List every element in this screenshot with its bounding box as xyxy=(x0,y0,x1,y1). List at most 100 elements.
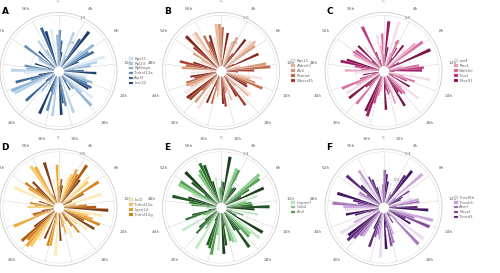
Bar xyxy=(194,211,219,249)
Bar xyxy=(62,176,90,204)
Bar xyxy=(388,209,434,222)
Bar xyxy=(388,72,404,77)
Bar xyxy=(224,40,252,68)
Bar xyxy=(62,209,100,226)
Bar xyxy=(208,35,220,67)
Bar xyxy=(198,60,217,69)
Bar xyxy=(384,212,393,246)
Bar xyxy=(224,74,249,97)
Bar xyxy=(204,210,218,221)
Bar xyxy=(224,73,248,88)
Legend: kclD, Tnfrsf12a, Lgsn14, Tnfrsf12g: kclD, Tnfrsf12a, Lgsn14, Tnfrsf12g xyxy=(128,198,154,217)
Bar xyxy=(46,75,56,91)
Bar xyxy=(368,212,382,247)
Bar xyxy=(63,208,102,217)
Bar xyxy=(212,181,220,203)
Bar xyxy=(222,75,227,107)
Bar xyxy=(60,75,70,90)
Bar xyxy=(221,181,223,203)
Bar xyxy=(62,74,92,107)
Bar xyxy=(387,43,416,68)
Bar xyxy=(63,72,86,77)
Bar xyxy=(225,209,232,212)
Bar xyxy=(214,37,220,67)
Bar xyxy=(62,50,82,68)
Bar xyxy=(222,75,232,100)
Bar xyxy=(225,73,263,90)
Bar xyxy=(214,212,220,221)
Bar xyxy=(190,73,217,88)
Bar xyxy=(58,30,61,67)
Bar xyxy=(24,182,55,205)
Bar xyxy=(46,201,54,206)
Bar xyxy=(192,52,218,69)
Bar xyxy=(224,74,236,87)
Bar xyxy=(60,75,62,82)
Bar xyxy=(226,202,252,207)
Bar xyxy=(337,192,380,206)
Bar xyxy=(57,195,58,203)
Bar xyxy=(354,66,379,70)
Bar xyxy=(198,163,219,204)
Bar xyxy=(58,186,60,203)
Bar xyxy=(60,212,63,227)
Bar xyxy=(224,74,229,81)
Bar xyxy=(386,190,401,204)
Bar xyxy=(46,65,54,69)
Legend: Rps11, Aldm52, Alv5, Rconot, Wbscr45: Rps11, Aldm52, Alv5, Rconot, Wbscr45 xyxy=(291,59,314,83)
Bar xyxy=(374,212,382,237)
Bar xyxy=(44,31,58,67)
Bar xyxy=(34,205,54,207)
Bar xyxy=(51,75,58,116)
Bar xyxy=(204,195,218,205)
Bar xyxy=(63,69,74,71)
Bar xyxy=(63,71,96,74)
Bar xyxy=(203,35,219,67)
Bar xyxy=(223,37,238,67)
Bar xyxy=(355,49,380,69)
Bar xyxy=(358,203,379,207)
Text: E: E xyxy=(164,143,170,152)
Bar xyxy=(224,210,250,238)
Bar xyxy=(60,174,73,203)
Text: C: C xyxy=(326,7,333,16)
Bar xyxy=(58,75,63,115)
Bar xyxy=(346,73,380,94)
Bar xyxy=(61,31,90,67)
Bar xyxy=(42,208,54,211)
Bar xyxy=(226,209,232,211)
Bar xyxy=(224,75,246,106)
Bar xyxy=(24,64,54,70)
Bar xyxy=(206,207,216,208)
Bar xyxy=(60,212,66,233)
Bar xyxy=(387,210,411,224)
Bar xyxy=(60,75,65,84)
Bar xyxy=(354,54,380,69)
Bar xyxy=(225,209,244,216)
Bar xyxy=(387,74,420,100)
Bar xyxy=(387,173,424,205)
Bar xyxy=(46,50,56,67)
Bar xyxy=(206,212,220,246)
Bar xyxy=(199,210,218,228)
Bar xyxy=(62,193,102,206)
Bar xyxy=(62,74,94,99)
Bar xyxy=(216,212,220,235)
Bar xyxy=(226,69,254,72)
Bar xyxy=(377,75,381,80)
Bar xyxy=(192,209,216,216)
Bar xyxy=(21,210,56,242)
Bar xyxy=(60,32,75,67)
Bar xyxy=(62,209,93,220)
Bar xyxy=(225,196,242,206)
Bar xyxy=(226,71,238,73)
Bar xyxy=(387,198,396,205)
Bar xyxy=(38,40,56,67)
Bar xyxy=(63,204,76,207)
Bar xyxy=(188,196,217,206)
Bar xyxy=(222,75,228,91)
Bar xyxy=(206,211,218,225)
Bar xyxy=(224,211,240,230)
Bar xyxy=(360,185,380,204)
Bar xyxy=(386,45,404,67)
